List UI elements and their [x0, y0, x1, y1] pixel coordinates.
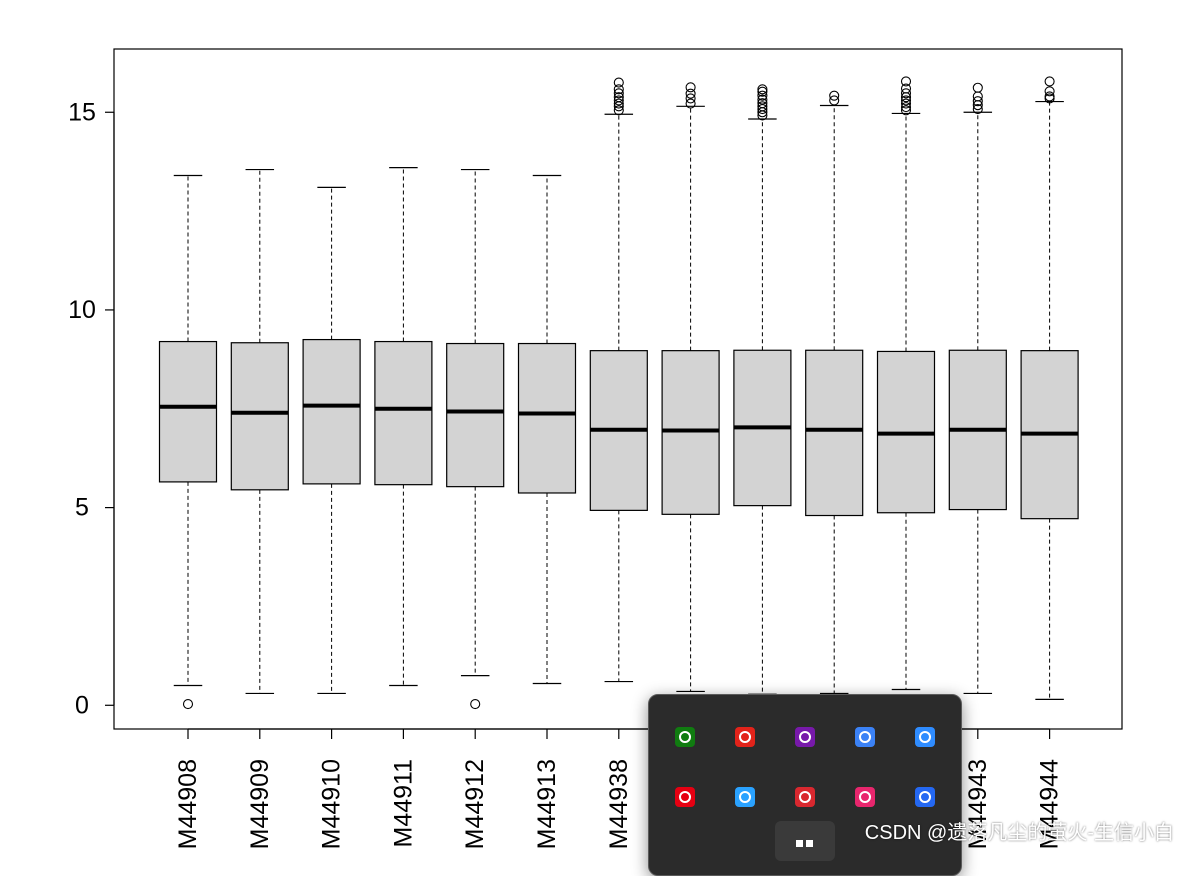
x-tick-label: M44908 — [174, 759, 202, 849]
outlier-point — [900, 105, 912, 116]
outlier-point — [613, 88, 624, 99]
outlier-point — [900, 95, 912, 106]
outlier-point — [757, 98, 768, 109]
outlier-point — [1044, 76, 1055, 87]
x-tick-label: M44909 — [246, 759, 274, 849]
outlier-point — [757, 84, 768, 95]
outlier-point — [829, 95, 840, 106]
box-GSM44941 — [805, 90, 864, 695]
outlier-point — [900, 88, 912, 99]
outlier-point — [757, 86, 768, 97]
x-tick-label: M44913 — [533, 759, 561, 849]
outlier-point — [900, 83, 912, 94]
x-tick-label: M44910 — [318, 759, 346, 849]
y-axis: 0 5 10 15 — [68, 98, 115, 719]
outlier-point — [685, 98, 696, 109]
box-GSM44908 — [158, 174, 218, 710]
tray-pin-button[interactable] — [775, 821, 835, 861]
box-GSM44940 — [733, 84, 792, 695]
box-iqr — [374, 340, 433, 486]
youdao-icon[interactable] — [663, 775, 707, 819]
watermark-text: CSDN @遗落凡尘的萤火-生信小白 — [864, 822, 1174, 844]
boxes — [158, 76, 1079, 710]
box-iqr — [302, 338, 361, 485]
outlier-point — [613, 98, 624, 109]
x-tick-label: M44938 — [605, 759, 633, 849]
x-tick-label: M44912 — [461, 759, 489, 849]
outlier-point — [829, 90, 840, 101]
outlier-point — [757, 90, 768, 101]
box-GSM44911 — [374, 167, 433, 687]
y-tick-label: 5 — [75, 494, 89, 522]
box-GSM44943 — [948, 82, 1007, 695]
box-GSM44938 — [589, 77, 648, 683]
network-icon[interactable] — [723, 775, 767, 819]
windows-grid-icon — [796, 840, 813, 847]
box-GSM44913 — [517, 174, 577, 685]
x-tick-label: M44911 — [389, 759, 417, 848]
box-GSM44939 — [661, 82, 720, 693]
outlier-point — [757, 101, 768, 112]
box-iqr — [158, 340, 218, 483]
outlier-point — [613, 77, 624, 88]
outlier-point — [900, 102, 912, 113]
x-tick-label: M44944 — [1036, 759, 1064, 849]
wps-icon[interactable] — [783, 775, 827, 819]
box-GSM44912 — [446, 168, 505, 710]
outlier-point — [972, 104, 983, 115]
baidu-netdisk-icon[interactable] — [903, 775, 947, 819]
y-tick-label: 15 — [68, 98, 96, 126]
system-tray-overflow-popup — [648, 694, 962, 876]
outlier-point — [613, 92, 624, 103]
y-tick-label: 10 — [68, 296, 96, 324]
box-GSM44944 — [1020, 76, 1079, 700]
outlier-point — [613, 95, 624, 106]
amd-alert-icon[interactable] — [723, 715, 767, 759]
outlier-point — [613, 105, 624, 116]
outlier-point — [1044, 86, 1055, 97]
outlier-point — [685, 88, 696, 99]
box-iqr — [517, 342, 577, 494]
outlier-point — [757, 94, 768, 105]
outlier-point — [182, 699, 194, 710]
outlier-point — [613, 84, 624, 95]
feishu-icon[interactable] — [903, 715, 947, 759]
outlier-point — [972, 82, 983, 93]
sync-icon[interactable] — [843, 715, 887, 759]
x-axis: M44908 M44909 M44910 M44911 M44912 M44913 M449… — [174, 728, 1064, 849]
box-iqr — [805, 349, 864, 517]
x-tick-label: M44943 — [964, 759, 992, 849]
outlier-point — [470, 699, 481, 710]
outlier-point — [685, 93, 696, 104]
box-GSM44942 — [876, 76, 936, 691]
box-iqr — [230, 342, 289, 491]
box-iqr — [446, 342, 505, 488]
outlier-point — [685, 82, 696, 93]
box-GSM44909 — [230, 168, 289, 695]
y-tick-label: 0 — [75, 691, 89, 719]
box-GSM44910 — [302, 186, 361, 695]
outlier-point — [900, 98, 912, 109]
xbox-icon[interactable] — [663, 715, 707, 759]
outlier-point — [1044, 91, 1055, 102]
tray-icon-grid — [663, 715, 947, 819]
onenote-icon[interactable] — [783, 715, 827, 759]
outlier-point — [900, 76, 912, 87]
notion-like-icon[interactable] — [843, 775, 887, 819]
outlier-point — [972, 96, 983, 107]
